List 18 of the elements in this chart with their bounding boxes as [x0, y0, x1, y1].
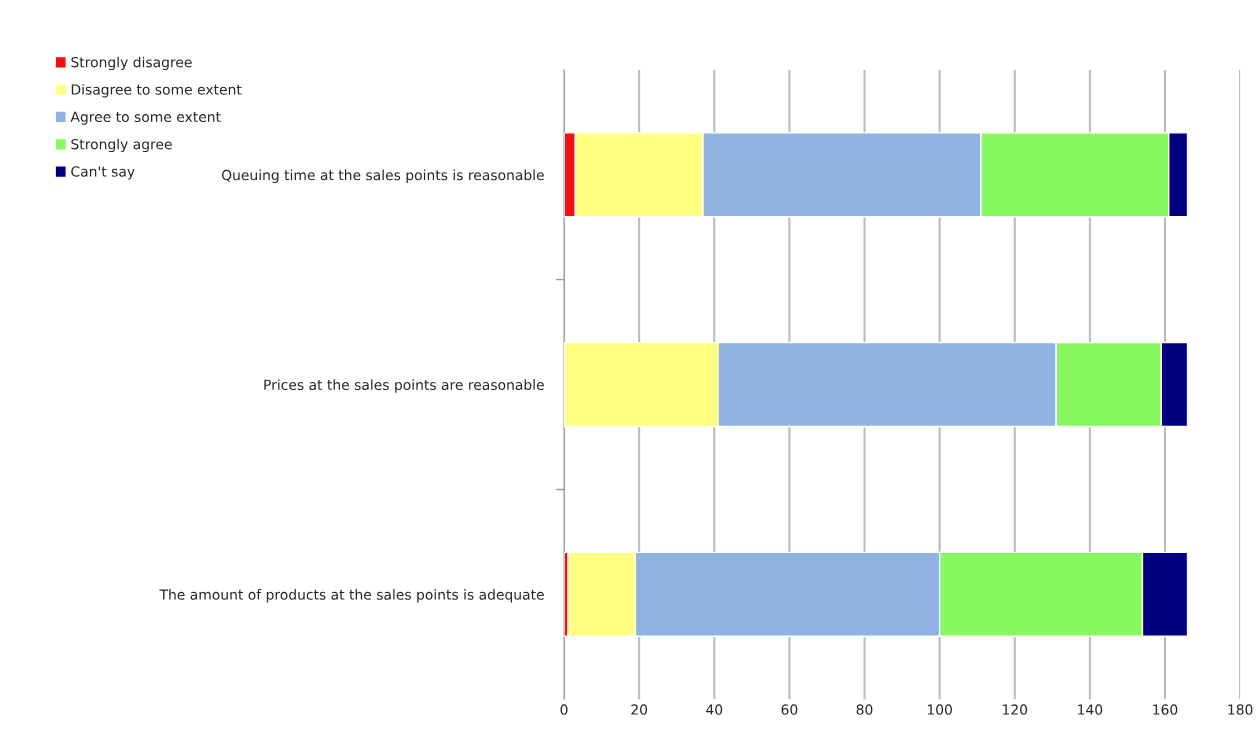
x-tick-label: 120 [1003, 704, 1028, 715]
x-tick-label: 180 [1228, 704, 1253, 715]
x-tick-label: 140 [1078, 704, 1103, 715]
x-tick-label: 100 [927, 704, 952, 715]
y-tick-label: Prices at the sales points are reasonable [264, 379, 544, 393]
x-tick-label: 80 [856, 704, 873, 715]
y-tick-label: Queuing time at the sales points is reasonable [221, 169, 544, 183]
x-tick-label: 160 [1153, 704, 1178, 715]
x-tick-label: 40 [706, 704, 723, 715]
x-tick-label: 60 [781, 704, 798, 715]
x-tick-label: 0 [560, 704, 568, 715]
y-tick-label: The amount of products at the sales points is adequate [159, 589, 544, 603]
legend-label: Agree to some extent [70, 111, 221, 125]
legend-label: Strongly disagree [71, 56, 192, 71]
legend-label: Strongly agree [71, 138, 172, 153]
legend-label: Disagree to some extent [71, 83, 242, 98]
x-tick-label: 20 [631, 704, 648, 715]
legend-label: Can't say [71, 166, 135, 180]
